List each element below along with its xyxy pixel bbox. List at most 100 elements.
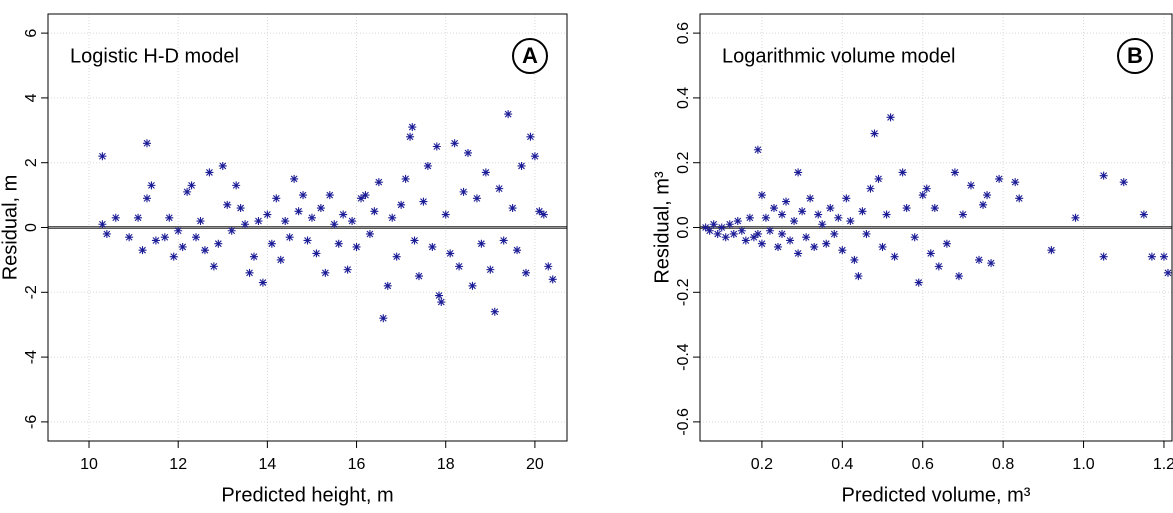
point bbox=[934, 262, 943, 271]
point bbox=[102, 229, 111, 238]
point bbox=[459, 187, 468, 196]
point bbox=[241, 220, 250, 229]
point bbox=[504, 110, 513, 119]
point bbox=[392, 252, 401, 261]
point bbox=[508, 204, 517, 213]
y-tick-label: 2 bbox=[23, 158, 40, 167]
point bbox=[846, 217, 855, 226]
point bbox=[383, 281, 392, 290]
point bbox=[1011, 178, 1020, 187]
annotation: Logistic H-D model bbox=[70, 45, 239, 67]
point bbox=[709, 220, 718, 229]
point bbox=[408, 123, 417, 132]
point bbox=[419, 197, 428, 206]
point bbox=[178, 242, 187, 251]
point bbox=[987, 259, 996, 268]
point bbox=[334, 239, 343, 248]
point bbox=[254, 217, 263, 226]
point bbox=[464, 148, 473, 157]
point bbox=[223, 200, 232, 209]
point bbox=[866, 184, 875, 193]
point bbox=[1071, 213, 1080, 222]
point bbox=[782, 197, 791, 206]
point bbox=[862, 229, 871, 238]
point bbox=[1139, 210, 1148, 219]
point bbox=[942, 239, 951, 248]
point bbox=[870, 129, 879, 138]
y-tick-label: -4 bbox=[23, 350, 40, 364]
y-tick-label: -0.2 bbox=[675, 278, 692, 306]
point bbox=[814, 210, 823, 219]
x-tick-label: 1.2 bbox=[1153, 456, 1173, 473]
y-tick-label: 0 bbox=[23, 223, 40, 232]
point bbox=[468, 281, 477, 290]
x-tick-label: 12 bbox=[169, 456, 187, 473]
point bbox=[548, 275, 557, 284]
point bbox=[737, 226, 746, 235]
point bbox=[1015, 194, 1024, 203]
point bbox=[406, 132, 415, 141]
point bbox=[979, 200, 988, 209]
point bbox=[370, 207, 379, 216]
point bbox=[232, 181, 241, 190]
point bbox=[477, 239, 486, 248]
panel-badge bbox=[1117, 38, 1153, 74]
y-tick-label: -2 bbox=[23, 285, 40, 299]
point bbox=[521, 268, 530, 277]
point bbox=[886, 113, 895, 122]
point bbox=[725, 220, 734, 229]
point bbox=[741, 236, 750, 245]
point bbox=[263, 210, 272, 219]
point bbox=[806, 194, 815, 203]
point bbox=[495, 184, 504, 193]
point bbox=[165, 213, 174, 222]
point bbox=[227, 226, 236, 235]
point bbox=[245, 268, 254, 277]
point bbox=[778, 229, 787, 238]
y-tick-label: -0.4 bbox=[675, 343, 692, 371]
point bbox=[200, 246, 209, 255]
y-axis-title: Residual, m bbox=[0, 175, 21, 281]
point bbox=[365, 229, 374, 238]
point bbox=[330, 220, 339, 229]
x-tick-label: 16 bbox=[348, 456, 366, 473]
point bbox=[950, 168, 959, 177]
point bbox=[773, 242, 782, 251]
point bbox=[98, 152, 107, 161]
point bbox=[535, 207, 544, 216]
point bbox=[490, 307, 499, 316]
point bbox=[361, 191, 370, 200]
point bbox=[472, 194, 481, 203]
point bbox=[486, 265, 495, 274]
point bbox=[810, 242, 819, 251]
x-tick-label: 0.8 bbox=[992, 456, 1014, 473]
point bbox=[761, 213, 770, 222]
point bbox=[267, 239, 276, 248]
point bbox=[794, 249, 803, 258]
point bbox=[765, 226, 774, 235]
x-axis-title: Predicted volume, m³ bbox=[842, 484, 1031, 506]
point bbox=[455, 262, 464, 271]
point bbox=[401, 174, 410, 183]
point bbox=[753, 229, 762, 238]
point bbox=[838, 246, 847, 255]
point bbox=[432, 142, 441, 151]
point bbox=[854, 272, 863, 281]
y-tick-label: 4 bbox=[23, 93, 40, 102]
point bbox=[142, 194, 151, 203]
point bbox=[930, 204, 939, 213]
point bbox=[205, 168, 214, 177]
point bbox=[214, 239, 223, 248]
point bbox=[1099, 171, 1108, 180]
point bbox=[794, 168, 803, 177]
point bbox=[357, 194, 366, 203]
panel-label: B bbox=[1127, 43, 1143, 68]
point bbox=[272, 194, 281, 203]
point bbox=[729, 229, 738, 238]
point bbox=[1119, 178, 1128, 187]
point bbox=[918, 191, 927, 200]
point bbox=[717, 223, 726, 232]
point bbox=[753, 145, 762, 154]
point bbox=[842, 194, 851, 203]
